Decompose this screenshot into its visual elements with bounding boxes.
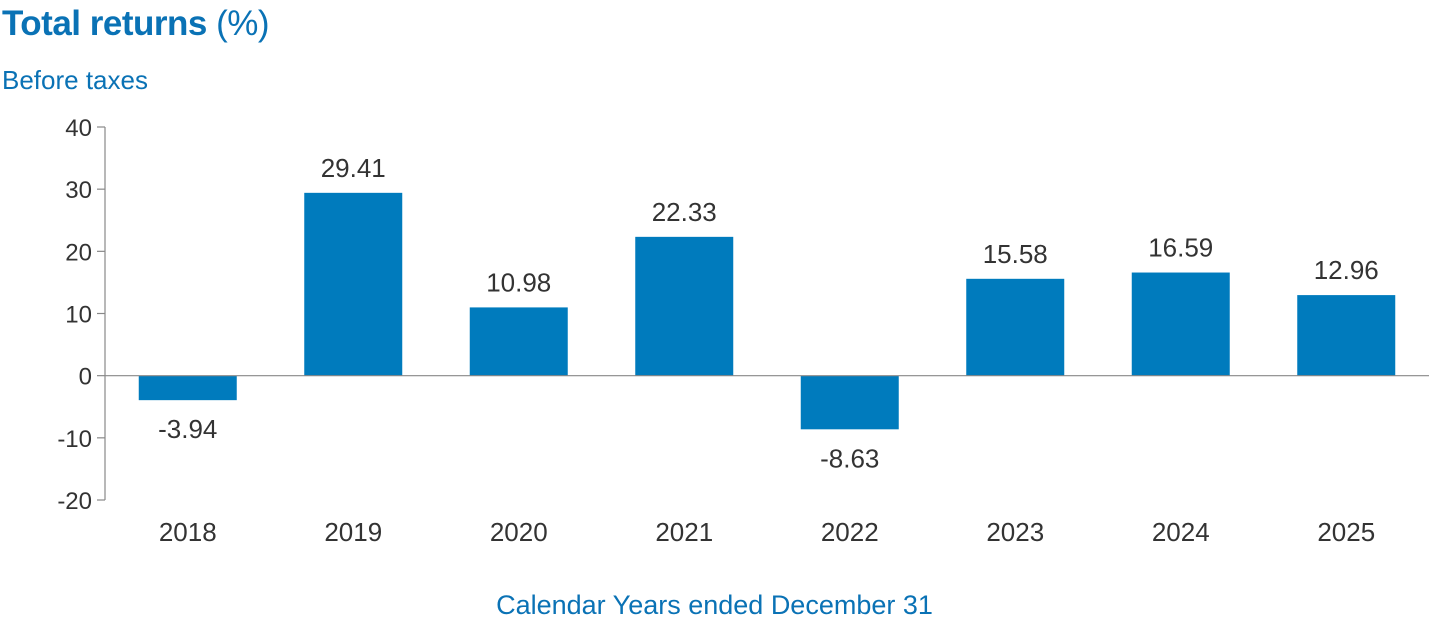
bar (1131, 272, 1230, 376)
x-tick-label: 2020 (490, 517, 548, 547)
chart-title-unit: (%) (216, 4, 269, 43)
bar-value-label: 12.96 (1314, 255, 1379, 285)
bar (138, 375, 237, 401)
bar (966, 278, 1065, 376)
x-tick-label: 2023 (986, 517, 1044, 547)
bar-value-label: 16.59 (1148, 233, 1213, 263)
y-axis-ticks: 40 30 20 10 0 -10 -20 (57, 115, 105, 515)
x-tick-label: 2021 (655, 517, 713, 547)
bar-value-label: -8.63 (820, 443, 879, 473)
bar-value-label: -3.94 (158, 414, 217, 444)
chart-title-text: Total returns (2, 4, 207, 43)
y-tick-label: 40 (65, 115, 92, 142)
chart-title: Total returns (%) (2, 2, 269, 46)
chart-subtitle: Before taxes (2, 65, 148, 95)
bar-value-label: 15.58 (983, 239, 1048, 269)
bar-value-label: 10.98 (486, 267, 551, 297)
y-tick-label: 30 (65, 177, 92, 204)
y-tick-label: -10 (57, 426, 92, 453)
bar (635, 236, 734, 376)
bar (304, 192, 403, 376)
y-tick-label: 10 (65, 302, 92, 329)
bar-value-label: 29.41 (321, 153, 386, 183)
x-axis-title: Calendar Years ended December 31 (496, 590, 933, 620)
bar (469, 307, 568, 376)
y-tick-label: -20 (57, 488, 92, 515)
bar (1297, 295, 1396, 376)
y-tick-label: 20 (65, 239, 92, 266)
x-axis-labels: 2018 2019 2020 2021 2022 2023 2024 2025 (159, 517, 1375, 547)
bar (800, 375, 899, 430)
bar-value-label: 22.33 (652, 197, 717, 227)
axes (104, 127, 1429, 500)
x-tick-label: 2018 (159, 517, 217, 547)
x-tick-label: 2024 (1152, 517, 1210, 547)
x-tick-label: 2022 (821, 517, 879, 547)
x-tick-label: 2019 (324, 517, 382, 547)
data-labels: -3.94 29.41 10.98 22.33 -8.63 15.58 16.59 12.96 (158, 153, 1379, 473)
y-tick-label: 0 (79, 364, 92, 391)
bars (138, 192, 1396, 430)
x-tick-label: 2025 (1317, 517, 1375, 547)
